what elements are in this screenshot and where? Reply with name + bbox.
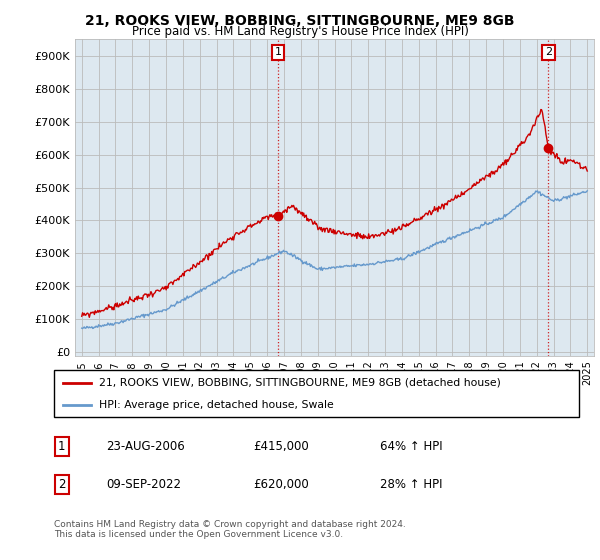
Text: 2: 2 (58, 478, 65, 491)
FancyBboxPatch shape (54, 370, 579, 417)
Text: 1: 1 (274, 48, 281, 57)
Text: £620,000: £620,000 (254, 478, 309, 491)
Text: 23-AUG-2006: 23-AUG-2006 (107, 440, 185, 453)
Text: Price paid vs. HM Land Registry's House Price Index (HPI): Price paid vs. HM Land Registry's House … (131, 25, 469, 38)
Text: 2: 2 (545, 48, 552, 57)
Text: HPI: Average price, detached house, Swale: HPI: Average price, detached house, Swal… (98, 400, 334, 410)
Text: 21, ROOKS VIEW, BOBBING, SITTINGBOURNE, ME9 8GB: 21, ROOKS VIEW, BOBBING, SITTINGBOURNE, … (85, 14, 515, 28)
Text: 28% ↑ HPI: 28% ↑ HPI (380, 478, 442, 491)
Text: 09-SEP-2022: 09-SEP-2022 (107, 478, 182, 491)
Text: Contains HM Land Registry data © Crown copyright and database right 2024.
This d: Contains HM Land Registry data © Crown c… (54, 520, 406, 539)
Text: 64% ↑ HPI: 64% ↑ HPI (380, 440, 442, 453)
Text: 1: 1 (58, 440, 65, 453)
Text: £415,000: £415,000 (254, 440, 309, 453)
Text: 21, ROOKS VIEW, BOBBING, SITTINGBOURNE, ME9 8GB (detached house): 21, ROOKS VIEW, BOBBING, SITTINGBOURNE, … (98, 378, 500, 388)
